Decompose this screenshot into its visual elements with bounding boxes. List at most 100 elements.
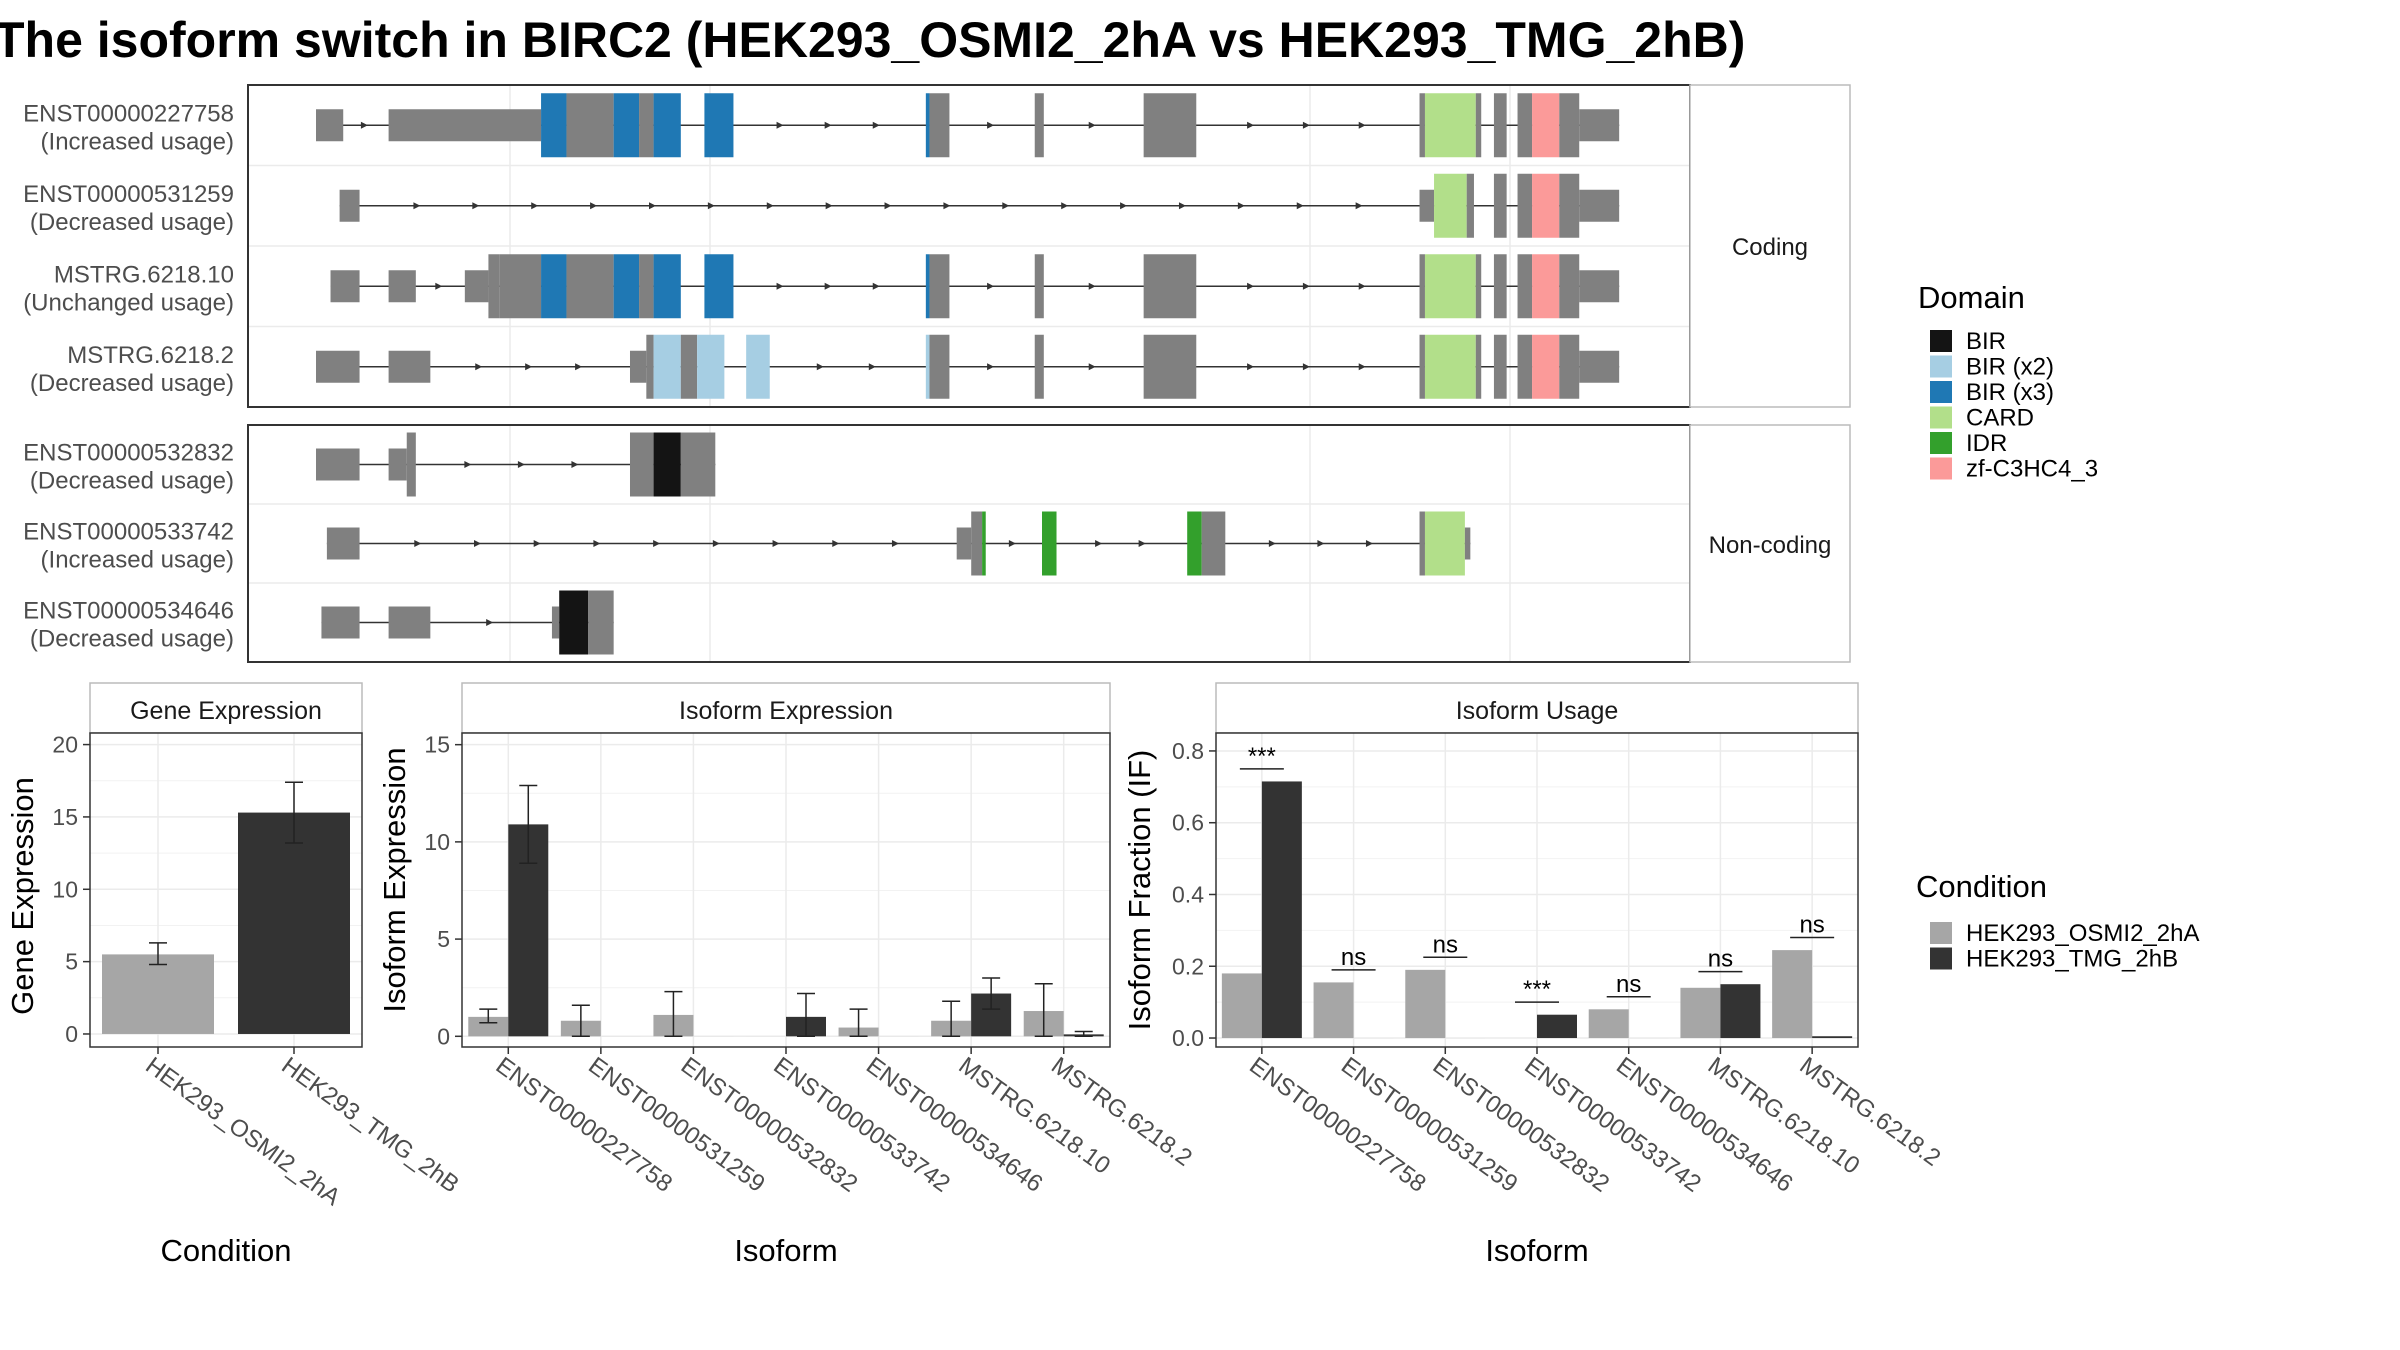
- utr-exon: [551, 606, 560, 639]
- legend-swatch-bir-x3: [1930, 381, 1952, 403]
- isoform-id-label: ENST00000532832: [23, 440, 234, 467]
- y-tick-label: 10: [424, 829, 450, 855]
- error-bar: [479, 1008, 498, 1024]
- exon: [1559, 334, 1580, 399]
- bar-mstrg-6218-10-hek293-tmg-2hb: [1720, 984, 1761, 1039]
- intron-arrow: [1296, 202, 1304, 210]
- isoform-expression-strip: [461, 682, 1111, 734]
- exon: [1517, 254, 1533, 319]
- exon: [499, 254, 542, 319]
- legend-label-hek293-osmi2-2ha: HEK293_OSMI2_2hA: [1966, 920, 2199, 947]
- bar-enst00000227758-hek293-osmi2-2ha: [468, 1016, 509, 1037]
- domain-zf-c3hc4-3: [1532, 334, 1560, 399]
- gene-expression-panel-title: Gene Expression: [130, 697, 322, 725]
- intron-arrow: [987, 363, 995, 371]
- intron-arrow: [1355, 202, 1363, 210]
- domain-bir-x2: [697, 334, 725, 399]
- intron-arrow: [1302, 282, 1310, 290]
- domain-bir-x3: [541, 254, 567, 319]
- exon: [929, 93, 950, 158]
- exon: [1517, 173, 1533, 238]
- error-bar: [942, 1000, 961, 1038]
- error-bar: [149, 942, 167, 966]
- exon: [1034, 334, 1044, 399]
- exon: [1517, 93, 1533, 158]
- utr-exon: [339, 189, 360, 222]
- isoform-row-enst00000532832: ENST00000532832(Decreased usage): [23, 432, 716, 497]
- bar-mstrg-6218-10-hek293-osmi2-2ha: [1680, 987, 1721, 1039]
- isoform-id-label: ENST00000227758: [23, 100, 234, 127]
- utr-exon: [326, 527, 360, 560]
- bar-enst00000227758-hek293-osmi2-2ha: [1221, 973, 1262, 1039]
- significance-label: ns: [1708, 946, 1733, 973]
- isoform-expression-plot: 051015ENST00000227758ENST00000531259ENST…: [424, 732, 1197, 1198]
- legend-label-card: CARD: [1966, 405, 2034, 432]
- utr-exon: [1464, 527, 1471, 560]
- intron-arrow: [475, 363, 483, 371]
- isoform-row-enst00000531259: ENST00000531259(Decreased usage): [23, 164, 1689, 238]
- domain-legend-title: Domain: [1918, 280, 2025, 315]
- error-bar: [285, 781, 303, 844]
- isoform-usage-label: (Decreased usage): [30, 370, 234, 397]
- domain-bir-x3: [653, 254, 681, 319]
- utr-exon: [388, 606, 431, 639]
- significance-enst00000227758: ***: [1239, 743, 1284, 770]
- domain-bir-x3: [541, 93, 567, 158]
- intron-arrow: [1358, 282, 1366, 290]
- intron-arrow: [413, 202, 421, 210]
- error-bar: [571, 1004, 590, 1038]
- intron-arrow: [1317, 540, 1325, 547]
- utr-exon: [956, 527, 972, 560]
- exon: [1493, 93, 1507, 158]
- intron-arrow: [1088, 121, 1096, 129]
- intron-arrow: [593, 540, 601, 547]
- domain-zf-c3hc4-3: [1532, 173, 1560, 238]
- legend-swatch-idr: [1930, 432, 1952, 454]
- isoform-usage-panel: Isoform Usage *** ns ns *** ns ns ns 0.0 0.2 0.4 0…: [1122, 682, 1945, 1268]
- intron-arrow: [1178, 202, 1186, 210]
- intron-arrow: [533, 540, 541, 547]
- intron-arrow: [1302, 363, 1310, 371]
- intron-arrow: [1120, 202, 1128, 210]
- y-tick-label: 0.6: [1172, 810, 1204, 836]
- y-tick-label: 0: [65, 1021, 78, 1047]
- intron-arrow: [872, 282, 880, 290]
- y-tick-label: 0.4: [1172, 881, 1204, 907]
- exon: [629, 432, 654, 497]
- domain-bir-x3: [704, 93, 734, 158]
- utr-exon: [316, 109, 344, 142]
- isoform-usage-label: (Decreased usage): [30, 209, 234, 236]
- intron-arrow: [1247, 363, 1255, 371]
- utr-exon: [388, 109, 542, 142]
- error-bar: [1034, 983, 1053, 1038]
- intron-arrow: [707, 202, 715, 210]
- intron-arrow: [1061, 202, 1069, 210]
- domain-card: [1424, 511, 1465, 576]
- y-tick-label: 15: [424, 732, 450, 758]
- x-tick-label-mstrg-6218-10: MSTRG.6218.10: [1703, 1052, 1865, 1180]
- domain-bir-x2: [925, 334, 930, 399]
- domain-bir-x2: [746, 334, 770, 399]
- domain-bir-x3: [653, 93, 681, 158]
- significance-label: ***: [1248, 743, 1276, 770]
- exon: [1559, 93, 1580, 158]
- exon: [1493, 254, 1507, 319]
- intron-arrow: [653, 540, 661, 547]
- isoform-usage-label: (Increased usage): [41, 547, 234, 574]
- isoform-row-enst00000533742: ENST00000533742(Increased usage): [23, 503, 1689, 576]
- exon: [588, 590, 614, 655]
- significance-mstrg-6218-2: ns: [1790, 912, 1835, 939]
- exon: [1493, 334, 1507, 399]
- error-bar: [664, 990, 683, 1038]
- intron-arrow: [825, 202, 833, 210]
- exon: [1559, 173, 1580, 238]
- intron-arrow: [360, 121, 368, 129]
- intron-arrow: [486, 619, 494, 626]
- exon: [639, 93, 654, 158]
- utr-exon: [316, 448, 360, 481]
- utr-exon: [1419, 189, 1435, 222]
- significance-label: ns: [1433, 931, 1458, 958]
- intron-arrow: [472, 202, 480, 210]
- intron-arrow: [1095, 540, 1103, 547]
